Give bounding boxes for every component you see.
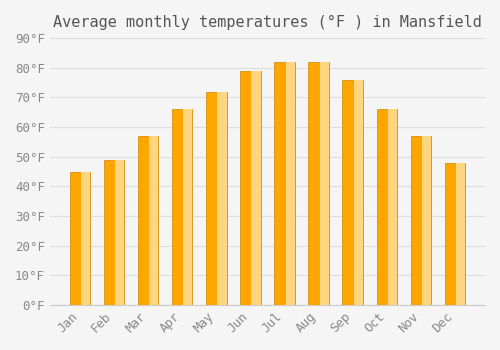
Bar bbox=[115, 160, 124, 305]
Bar bbox=[138, 136, 158, 305]
Bar bbox=[342, 80, 363, 305]
Bar bbox=[274, 62, 294, 305]
Bar bbox=[252, 71, 260, 305]
Title: Average monthly temperatures (°F ) in Mansfield: Average monthly temperatures (°F ) in Ma… bbox=[53, 15, 482, 30]
Bar bbox=[445, 163, 465, 305]
Bar bbox=[422, 136, 431, 305]
Bar bbox=[388, 109, 397, 305]
Bar bbox=[320, 62, 329, 305]
Bar bbox=[286, 62, 294, 305]
Bar bbox=[354, 80, 363, 305]
Bar bbox=[183, 109, 192, 305]
Bar bbox=[81, 172, 90, 305]
Bar bbox=[149, 136, 158, 305]
Bar bbox=[172, 109, 193, 305]
Bar bbox=[376, 109, 397, 305]
Bar bbox=[218, 91, 226, 305]
Bar bbox=[308, 62, 329, 305]
Bar bbox=[104, 160, 124, 305]
Bar bbox=[410, 136, 431, 305]
Bar bbox=[456, 163, 465, 305]
Bar bbox=[206, 91, 227, 305]
Bar bbox=[240, 71, 260, 305]
Bar bbox=[70, 172, 90, 305]
